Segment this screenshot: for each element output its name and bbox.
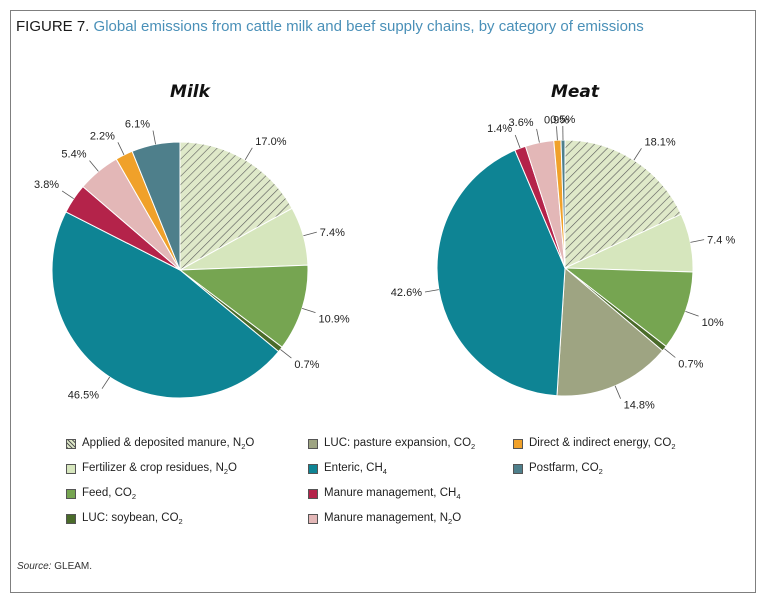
legend-label: LUC: soybean, CO2 xyxy=(82,512,183,526)
legend-label: Manure management, N2O xyxy=(324,512,462,526)
legend-label: Enteric, CH4 xyxy=(324,462,387,476)
legend-item-feed: Feed, CO2 xyxy=(66,487,136,501)
label-leader xyxy=(514,134,521,149)
legend-label: Postfarm, CO2 xyxy=(529,462,603,476)
slice-label-manure_ch4: 1.4% xyxy=(487,123,512,135)
legend-item-energy: Direct & indirect energy, CO2 xyxy=(513,437,675,451)
legend-item-manure_n2o: Manure management, N2O xyxy=(308,512,461,526)
label-leader xyxy=(303,231,317,237)
slice-label-feed: 10.9% xyxy=(319,314,350,326)
legend-item-applied_manure: Applied & deposited manure, N2O xyxy=(66,437,254,451)
label-leader xyxy=(536,128,540,143)
figure-caption: Global emissions from cattle milk and be… xyxy=(93,18,644,35)
legend-label: Applied & deposited manure, N2O xyxy=(82,437,255,451)
label-leader xyxy=(101,376,111,389)
slice-label-manure_n2o: 5.4% xyxy=(61,149,86,161)
slice-label-manure_ch4: 3.8% xyxy=(34,179,59,191)
legend-swatch xyxy=(66,489,76,499)
source-note: Source: GLEAM. xyxy=(17,561,92,572)
label-leader xyxy=(556,126,558,141)
label-leader xyxy=(61,190,74,200)
legend-swatch xyxy=(66,439,76,449)
pie-slice-postfarm xyxy=(131,141,181,271)
pie-slice-feed xyxy=(563,267,694,348)
slice-label-luc_pasture: 14.8% xyxy=(624,400,655,412)
slice-label-applied_manure: 18.1% xyxy=(645,136,676,148)
slice-label-luc_soy: 0.7% xyxy=(678,359,703,371)
pie-layer: Milk 17.0% 7.4% 10.9% 0.7% 46.5% 3.8% 5.4% 2.2% 6… xyxy=(34,82,735,412)
slice-label-enteric: 46.5% xyxy=(68,390,99,402)
slice-label-applied_manure: 17.0% xyxy=(255,136,286,148)
slice-label-energy: 0.9% xyxy=(544,114,569,126)
label-leader xyxy=(117,142,125,156)
legend-item-luc_soy: LUC: soybean, CO2 xyxy=(66,512,183,526)
label-leader xyxy=(244,147,253,161)
legend-swatch xyxy=(66,464,76,474)
legend-label: Fertilizer & crop residues, N2O xyxy=(82,462,237,476)
label-leader xyxy=(664,348,676,358)
legend-swatch xyxy=(513,439,523,449)
pie-slice-enteric xyxy=(51,211,280,399)
source-label: Source: xyxy=(17,561,52,572)
figure-label: FIGURE 7. xyxy=(16,18,90,35)
label-leader xyxy=(424,289,439,293)
legend-swatch xyxy=(308,514,318,524)
legend-swatch xyxy=(308,489,318,499)
legend-label: Manure management, CH4 xyxy=(324,487,461,501)
label-leader xyxy=(152,130,156,145)
slice-label-manure_n2o: 3.6% xyxy=(509,117,534,129)
slice-label-fertilizer: 7.4 % xyxy=(707,235,735,247)
label-leader xyxy=(89,160,99,172)
slice-label-feed: 10% xyxy=(702,317,724,329)
slice-label-enteric: 42.6% xyxy=(391,287,422,299)
label-leader xyxy=(614,385,621,399)
legend-item-fertilizer: Fertilizer & crop residues, N2O xyxy=(66,462,237,476)
legend-item-enteric: Enteric, CH4 xyxy=(308,462,387,476)
slice-label-fertilizer: 7.4% xyxy=(320,227,345,239)
label-leader xyxy=(690,239,705,243)
source-text: GLEAM. xyxy=(54,561,93,572)
pie-title: Milk xyxy=(170,82,212,102)
slice-label-luc_soy: 0.7% xyxy=(294,359,319,371)
label-leader xyxy=(685,311,699,317)
slice-label-postfarm: 6.1% xyxy=(125,119,150,131)
label-leader xyxy=(301,308,316,313)
label-leader xyxy=(280,349,292,359)
pie-slice-applied_manure xyxy=(179,141,293,271)
legend-swatch xyxy=(308,464,318,474)
figure-title: FIGURE 7. Global emissions from cattle m… xyxy=(16,18,644,35)
legend-label: Direct & indirect energy, CO2 xyxy=(529,437,676,451)
legend-item-manure_ch4: Manure management, CH4 xyxy=(308,487,460,501)
legend-swatch xyxy=(513,464,523,474)
pie-slice-luc_pasture xyxy=(556,266,664,397)
legend-item-postfarm: Postfarm, CO2 xyxy=(513,462,603,476)
pie-slice-applied_manure xyxy=(564,139,682,269)
pie-slice-postfarm xyxy=(560,139,566,269)
legend-label: Feed, CO2 xyxy=(82,487,137,501)
pie-title: Meat xyxy=(551,82,600,102)
pie-slice-enteric xyxy=(436,149,566,397)
legend-label: LUC: pasture expansion, CO2 xyxy=(324,437,476,451)
slice-label-energy: 2.2% xyxy=(90,130,115,142)
legend-swatch xyxy=(308,439,318,449)
label-leader xyxy=(633,148,642,161)
legend-swatch xyxy=(66,514,76,524)
slice-label-postfarm: 0.5% xyxy=(550,114,575,126)
legend-item-luc_pasture: LUC: pasture expansion, CO2 xyxy=(308,437,475,451)
